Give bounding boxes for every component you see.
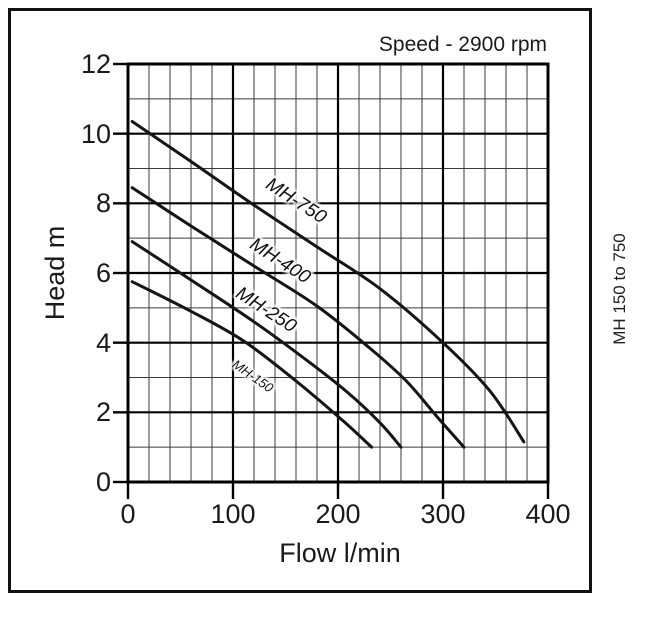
x-tick-label-400: 400 xyxy=(525,499,571,529)
y-tick-label-2: 2 xyxy=(95,397,111,428)
x-tick-label-200: 200 xyxy=(315,499,361,529)
chart-frame xyxy=(8,8,592,593)
y-tick-label-0: 0 xyxy=(95,467,111,497)
x-tick-label-300: 300 xyxy=(420,499,466,529)
x-tick-label-0: 0 xyxy=(120,499,136,529)
curve-mh-250 xyxy=(130,240,403,449)
y-tick-label-10: 10 xyxy=(80,118,111,149)
speed-annotation: Speed - 2900 rpm xyxy=(378,33,547,56)
y-tick-label-4: 4 xyxy=(95,327,111,358)
curve-mh-150 xyxy=(130,280,374,449)
x-axis-title: Flow l/min xyxy=(279,538,401,568)
x-tick-label-100: 100 xyxy=(210,499,256,529)
side-model-range-label: MH 150 to 750 xyxy=(610,233,629,345)
curve-mh-750 xyxy=(130,120,526,444)
y-tick-label-8: 8 xyxy=(95,188,111,219)
y-tick-label-12: 12 xyxy=(80,49,111,79)
curve-mh-400 xyxy=(130,186,466,449)
y-tick-label-6: 6 xyxy=(95,258,111,288)
